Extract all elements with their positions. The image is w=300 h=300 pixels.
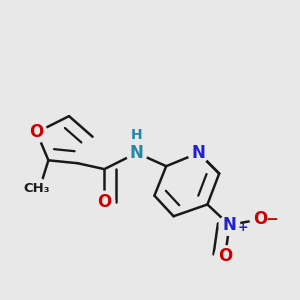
Circle shape xyxy=(219,215,240,236)
Text: CH₃: CH₃ xyxy=(23,182,50,195)
Circle shape xyxy=(215,246,236,266)
Circle shape xyxy=(26,178,47,199)
Circle shape xyxy=(126,142,147,163)
Text: H: H xyxy=(131,128,142,142)
Circle shape xyxy=(94,191,115,212)
Text: O: O xyxy=(253,210,268,228)
Text: N: N xyxy=(192,144,206,162)
Text: O: O xyxy=(97,193,112,211)
Text: O: O xyxy=(218,247,232,265)
Circle shape xyxy=(250,209,271,230)
Text: +: + xyxy=(237,221,248,234)
Text: N: N xyxy=(130,144,144,162)
Text: N: N xyxy=(223,216,236,234)
Text: −: − xyxy=(266,212,279,227)
Text: O: O xyxy=(29,123,44,141)
Circle shape xyxy=(26,122,47,142)
Circle shape xyxy=(188,142,209,163)
